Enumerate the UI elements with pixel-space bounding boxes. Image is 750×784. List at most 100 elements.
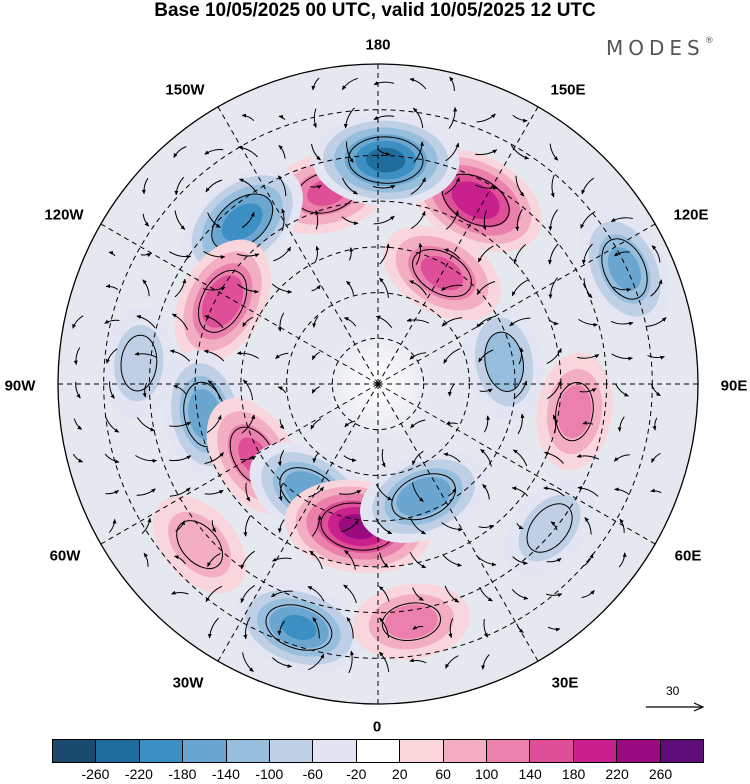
anomaly-contour-line	[120, 334, 158, 392]
wind-arrow	[277, 450, 285, 467]
wind-arrow	[618, 552, 627, 568]
wind-arrow	[344, 550, 356, 570]
wind-arrow	[346, 616, 354, 639]
wind-arrow	[339, 489, 362, 495]
wind-arrow	[549, 319, 559, 326]
wind-arrow	[341, 519, 359, 533]
wind-arrow	[409, 551, 427, 569]
wind-arrow	[543, 486, 565, 497]
wind-arrow	[614, 487, 630, 496]
registered-mark: ®	[704, 36, 714, 46]
wind-arrow	[378, 586, 390, 602]
wind-arrow	[169, 349, 191, 362]
colorbar-tick-label: 220	[605, 766, 629, 782]
anomaly-contour-line	[484, 331, 524, 392]
wind-arrow	[348, 650, 355, 674]
wind-arrow	[476, 281, 496, 295]
lon-label-150e: 150E	[550, 81, 586, 99]
wind-arrow	[581, 590, 595, 599]
wind-arrow	[510, 145, 530, 160]
wind-arrow	[444, 177, 460, 195]
wind-arrow	[576, 453, 600, 460]
wind-arrow	[511, 486, 529, 497]
wind-arrow	[279, 419, 285, 430]
wind-arrow	[449, 76, 455, 92]
wind-arrow	[204, 314, 224, 329]
wind-arrow	[311, 351, 320, 361]
wind-arrow	[169, 251, 192, 259]
wind-arrow	[613, 454, 630, 462]
lon-label-180: 180	[365, 36, 391, 54]
wind-arrow	[135, 455, 158, 463]
wind-arrow	[583, 278, 593, 299]
colorbar-swatch	[139, 740, 184, 762]
positive-anomaly	[536, 352, 613, 471]
wind-arrow	[105, 489, 120, 495]
wind-arrow	[515, 209, 523, 232]
wind-arrow	[441, 522, 463, 532]
wind-arrow	[348, 247, 354, 261]
wind-arrow	[104, 453, 120, 464]
wind-arrow	[243, 616, 251, 640]
wind-arrow	[610, 320, 634, 326]
negative-anomaly	[312, 113, 460, 207]
wind-arrow	[552, 414, 557, 434]
wind-arrow	[108, 250, 116, 257]
wind-arrow	[475, 554, 497, 567]
wind-arrow	[343, 584, 357, 604]
wind-arrow	[409, 280, 427, 296]
wind-arrow	[278, 115, 286, 121]
colorbar-tick-label: -260	[81, 766, 110, 782]
wind-arrow	[343, 317, 357, 327]
wind-arrow	[445, 210, 459, 230]
wind-arrow	[441, 317, 463, 327]
wind-arrow	[206, 414, 222, 434]
negative-anomaly	[102, 306, 176, 420]
wind-arrow	[169, 455, 192, 462]
lon-label-90w: 90W	[4, 377, 36, 395]
positive-anomaly	[352, 583, 471, 660]
colorbar	[52, 739, 704, 763]
colorbar-swatch	[487, 740, 531, 762]
wind-arrow	[651, 452, 661, 464]
wind-arrow	[375, 315, 393, 328]
wind-arrow	[143, 552, 149, 567]
wind-arrow	[277, 312, 285, 332]
wind-arrow	[415, 242, 423, 266]
colorbar-swatch	[573, 740, 618, 762]
wind-arrow	[308, 486, 324, 498]
map-title: Base 10/05/2025 00 UTC, valid 10/05/2025…	[154, 0, 596, 21]
wind-arrow	[412, 107, 424, 128]
negative-anomaly	[162, 349, 247, 480]
wind-arrow	[478, 349, 494, 363]
colorbar-swatch	[530, 740, 574, 762]
wind-arrow	[173, 146, 187, 158]
colorbar-swatch	[270, 740, 314, 762]
wind-arrow	[243, 379, 254, 401]
wind-arrow	[312, 453, 319, 463]
colorbar-tick-label: -220	[124, 766, 153, 782]
wind-arrow	[413, 141, 425, 163]
wind-arrow	[410, 210, 426, 230]
colorbar-swatch	[183, 740, 227, 762]
wind-arrow	[375, 483, 393, 501]
wind-arrow	[445, 420, 458, 425]
wind-arrow	[174, 278, 187, 298]
anomaly-contour-line	[526, 503, 573, 553]
wind-arrow	[277, 175, 287, 197]
negative-anomaly	[181, 165, 303, 279]
wind-arrow	[443, 248, 460, 259]
negative-anomaly	[233, 581, 365, 674]
wind-arrow	[142, 279, 150, 297]
wind-arrow	[516, 623, 524, 633]
wind-arrow	[547, 380, 562, 400]
wind-arrow	[544, 451, 564, 464]
anomaly-contour-band	[385, 604, 438, 639]
wind-arrow	[169, 421, 192, 427]
wind-arrow	[448, 106, 458, 129]
wind-arrow	[310, 184, 322, 189]
wind-arrow	[174, 210, 186, 230]
wind-arrow	[409, 658, 427, 664]
wind-arrow	[442, 554, 462, 567]
wind-arrow	[513, 244, 526, 264]
